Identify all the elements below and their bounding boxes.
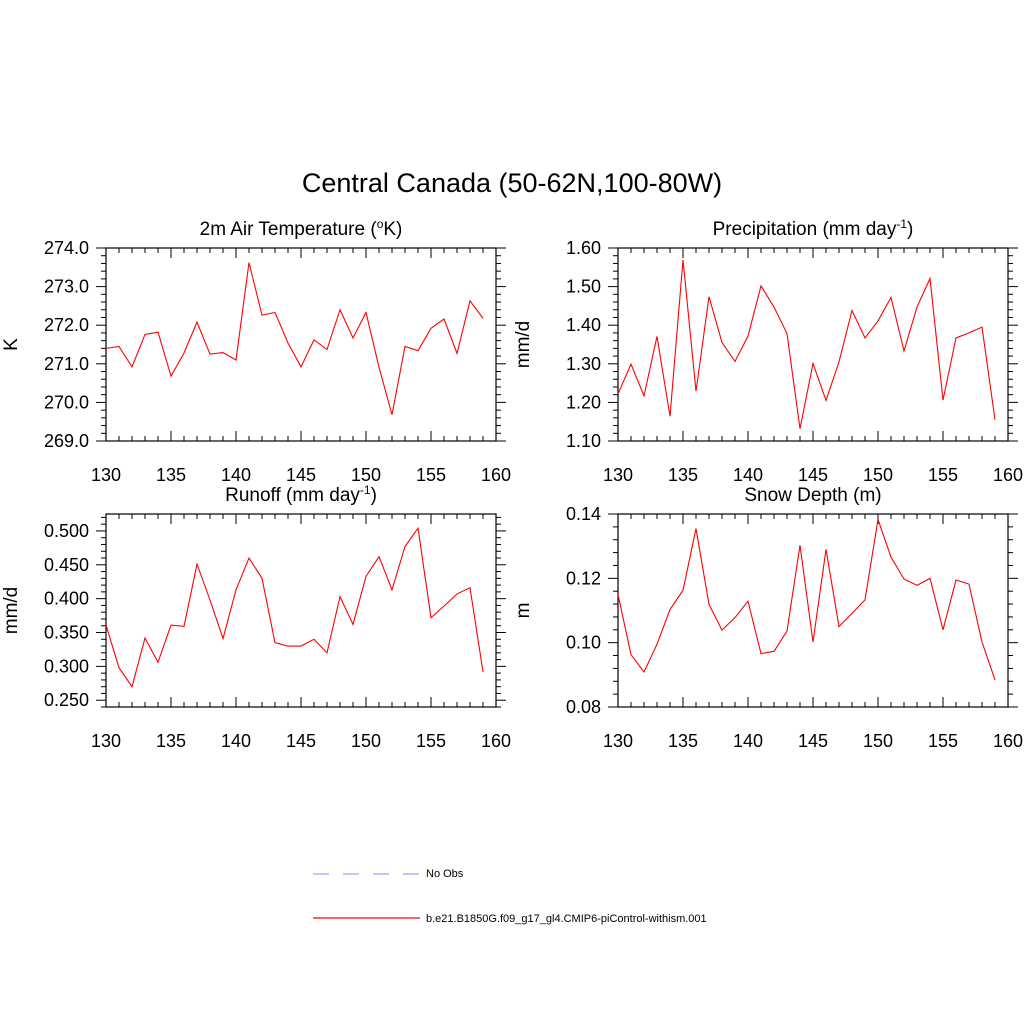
y-tick-label: 1.30	[566, 354, 601, 374]
y-tick-label: 0.350	[44, 623, 89, 643]
plot-frame	[617, 513, 1009, 708]
plot-frame	[105, 247, 497, 442]
legend: No Obs b.e21.B1850G.f09_g17_gl4.CMIP6-pi…	[313, 868, 707, 925]
y-tick-label: 274.0	[44, 238, 89, 258]
panels: 2m Air Temperature (oK) 130 135 140 145 150 15…	[1, 217, 1023, 751]
x-tick-label: 135	[668, 465, 698, 485]
x-tick-label: 135	[668, 731, 698, 751]
x-tick-label: 140	[733, 465, 763, 485]
y-tick-label: 1.50	[566, 277, 601, 297]
panel-title-snow-depth: Snow Depth (m)	[744, 485, 881, 506]
y-axis-label: mm/d	[513, 321, 534, 369]
panel-runoff: Runoff (mm day-1) 130 135 140 145 150 155 160 0.…	[1, 483, 511, 751]
y-tick-label: 1.20	[566, 392, 601, 412]
x-tick-label: 150	[863, 465, 893, 485]
x-tick-label: 160	[481, 465, 511, 485]
series-line-snow-depth	[617, 519, 996, 681]
y-tick-label: 0.500	[44, 521, 89, 541]
y-tick-label: 0.250	[44, 690, 89, 710]
panel-precipitation: Precipitation (mm day-1) 130 135 140 145 150 1…	[513, 217, 1023, 485]
x-tick-label: 130	[91, 465, 121, 485]
series-line-temperature	[105, 262, 484, 415]
panel-title-temperature: 2m Air Temperature (oK)	[200, 217, 403, 240]
y-tick-label: 0.14	[566, 504, 601, 524]
y-tick-label: 0.08	[566, 697, 601, 717]
y-tick-label: 271.0	[44, 354, 89, 374]
y-axis-label: K	[1, 338, 22, 351]
y-tick-label: 0.300	[44, 656, 89, 676]
x-tick-label: 130	[91, 731, 121, 751]
y-tick-label: 0.450	[44, 555, 89, 575]
y-tick-label: 269.0	[44, 431, 89, 451]
x-tick-label: 135	[156, 465, 186, 485]
x-tick-label: 155	[928, 731, 958, 751]
y-tick-label: 270.0	[44, 392, 89, 412]
x-tick-label: 145	[286, 465, 316, 485]
y-tick-label: 0.10	[566, 633, 601, 653]
series-line-precipitation	[617, 259, 996, 429]
x-tick-label: 140	[221, 731, 251, 751]
figure-title: Central Canada (50-62N,100-80W)	[302, 168, 722, 198]
x-tick-label: 145	[286, 731, 316, 751]
x-tick-label: 145	[798, 465, 828, 485]
x-tick-label: 140	[221, 465, 251, 485]
x-tick-label: 155	[416, 731, 446, 751]
legend-label-no-obs: No Obs	[426, 868, 464, 880]
y-tick-label: 1.60	[566, 238, 601, 258]
x-tick-label: 160	[993, 731, 1023, 751]
x-tick-label: 135	[156, 731, 186, 751]
y-tick-label: 0.12	[566, 568, 601, 588]
panel-temperature: 2m Air Temperature (oK) 130 135 140 145 150 15…	[1, 217, 511, 485]
x-tick-label: 160	[481, 731, 511, 751]
y-tick-label: 272.0	[44, 315, 89, 335]
x-tick-label: 150	[351, 731, 381, 751]
x-tick-label: 150	[863, 731, 893, 751]
y-tick-label: 0.400	[44, 589, 89, 609]
y-tick-label: 1.40	[566, 315, 601, 335]
series-line-runoff	[105, 526, 484, 688]
x-tick-label: 130	[603, 731, 633, 751]
legend-label-model: b.e21.B1850G.f09_g17_gl4.CMIP6-piControl…	[426, 913, 707, 925]
x-tick-label: 155	[928, 465, 958, 485]
y-axis-label: mm/d	[1, 587, 22, 635]
panel-snow-depth: Snow Depth (m) 130 135 140 145 150 155 160 0.08 0…	[513, 485, 1023, 751]
y-axis-label: m	[513, 603, 534, 619]
y-tick-label: 1.10	[566, 431, 601, 451]
panel-title-precipitation: Precipitation (mm day-1)	[713, 217, 914, 240]
x-tick-label: 155	[416, 465, 446, 485]
x-tick-label: 130	[603, 465, 633, 485]
y-tick-label: 273.0	[44, 277, 89, 297]
plot-frame	[105, 513, 497, 708]
panel-title-runoff: Runoff (mm day-1)	[225, 483, 377, 506]
x-tick-label: 150	[351, 465, 381, 485]
x-tick-label: 140	[733, 731, 763, 751]
x-tick-label: 160	[993, 465, 1023, 485]
x-tick-label: 145	[798, 731, 828, 751]
